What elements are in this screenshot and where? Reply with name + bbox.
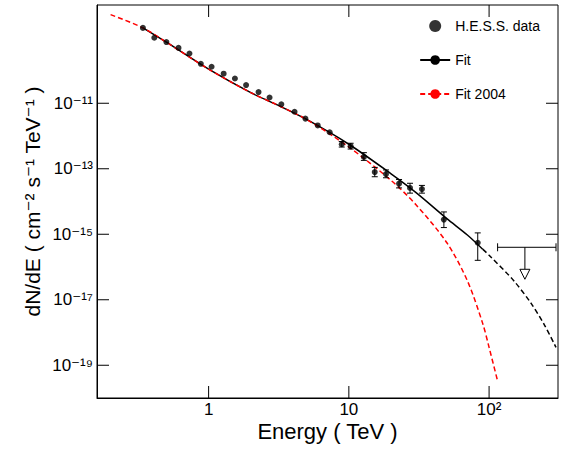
svg-text:10⁻¹⁵: 10⁻¹⁵ bbox=[52, 225, 93, 244]
svg-text:10⁻¹³: 10⁻¹³ bbox=[54, 159, 94, 178]
svg-text:dN/dE ( cm⁻² s⁻¹ TeV⁻¹ ): dN/dE ( cm⁻² s⁻¹ TeV⁻¹ ) bbox=[21, 86, 44, 316]
svg-text:H.E.S.S. data: H.E.S.S. data bbox=[455, 18, 540, 34]
svg-text:10²: 10² bbox=[477, 400, 502, 419]
svg-text:10⁻¹¹: 10⁻¹¹ bbox=[54, 94, 94, 113]
svg-text:10: 10 bbox=[339, 400, 358, 419]
svg-text:10⁻¹⁷: 10⁻¹⁷ bbox=[53, 290, 93, 309]
svg-text:1: 1 bbox=[204, 400, 213, 419]
svg-text:Fit 2004: Fit 2004 bbox=[455, 86, 506, 102]
svg-text:Energy ( TeV ): Energy ( TeV ) bbox=[257, 419, 397, 444]
svg-text:10⁻¹⁹: 10⁻¹⁹ bbox=[52, 356, 93, 375]
svg-text:Fit: Fit bbox=[455, 52, 471, 68]
